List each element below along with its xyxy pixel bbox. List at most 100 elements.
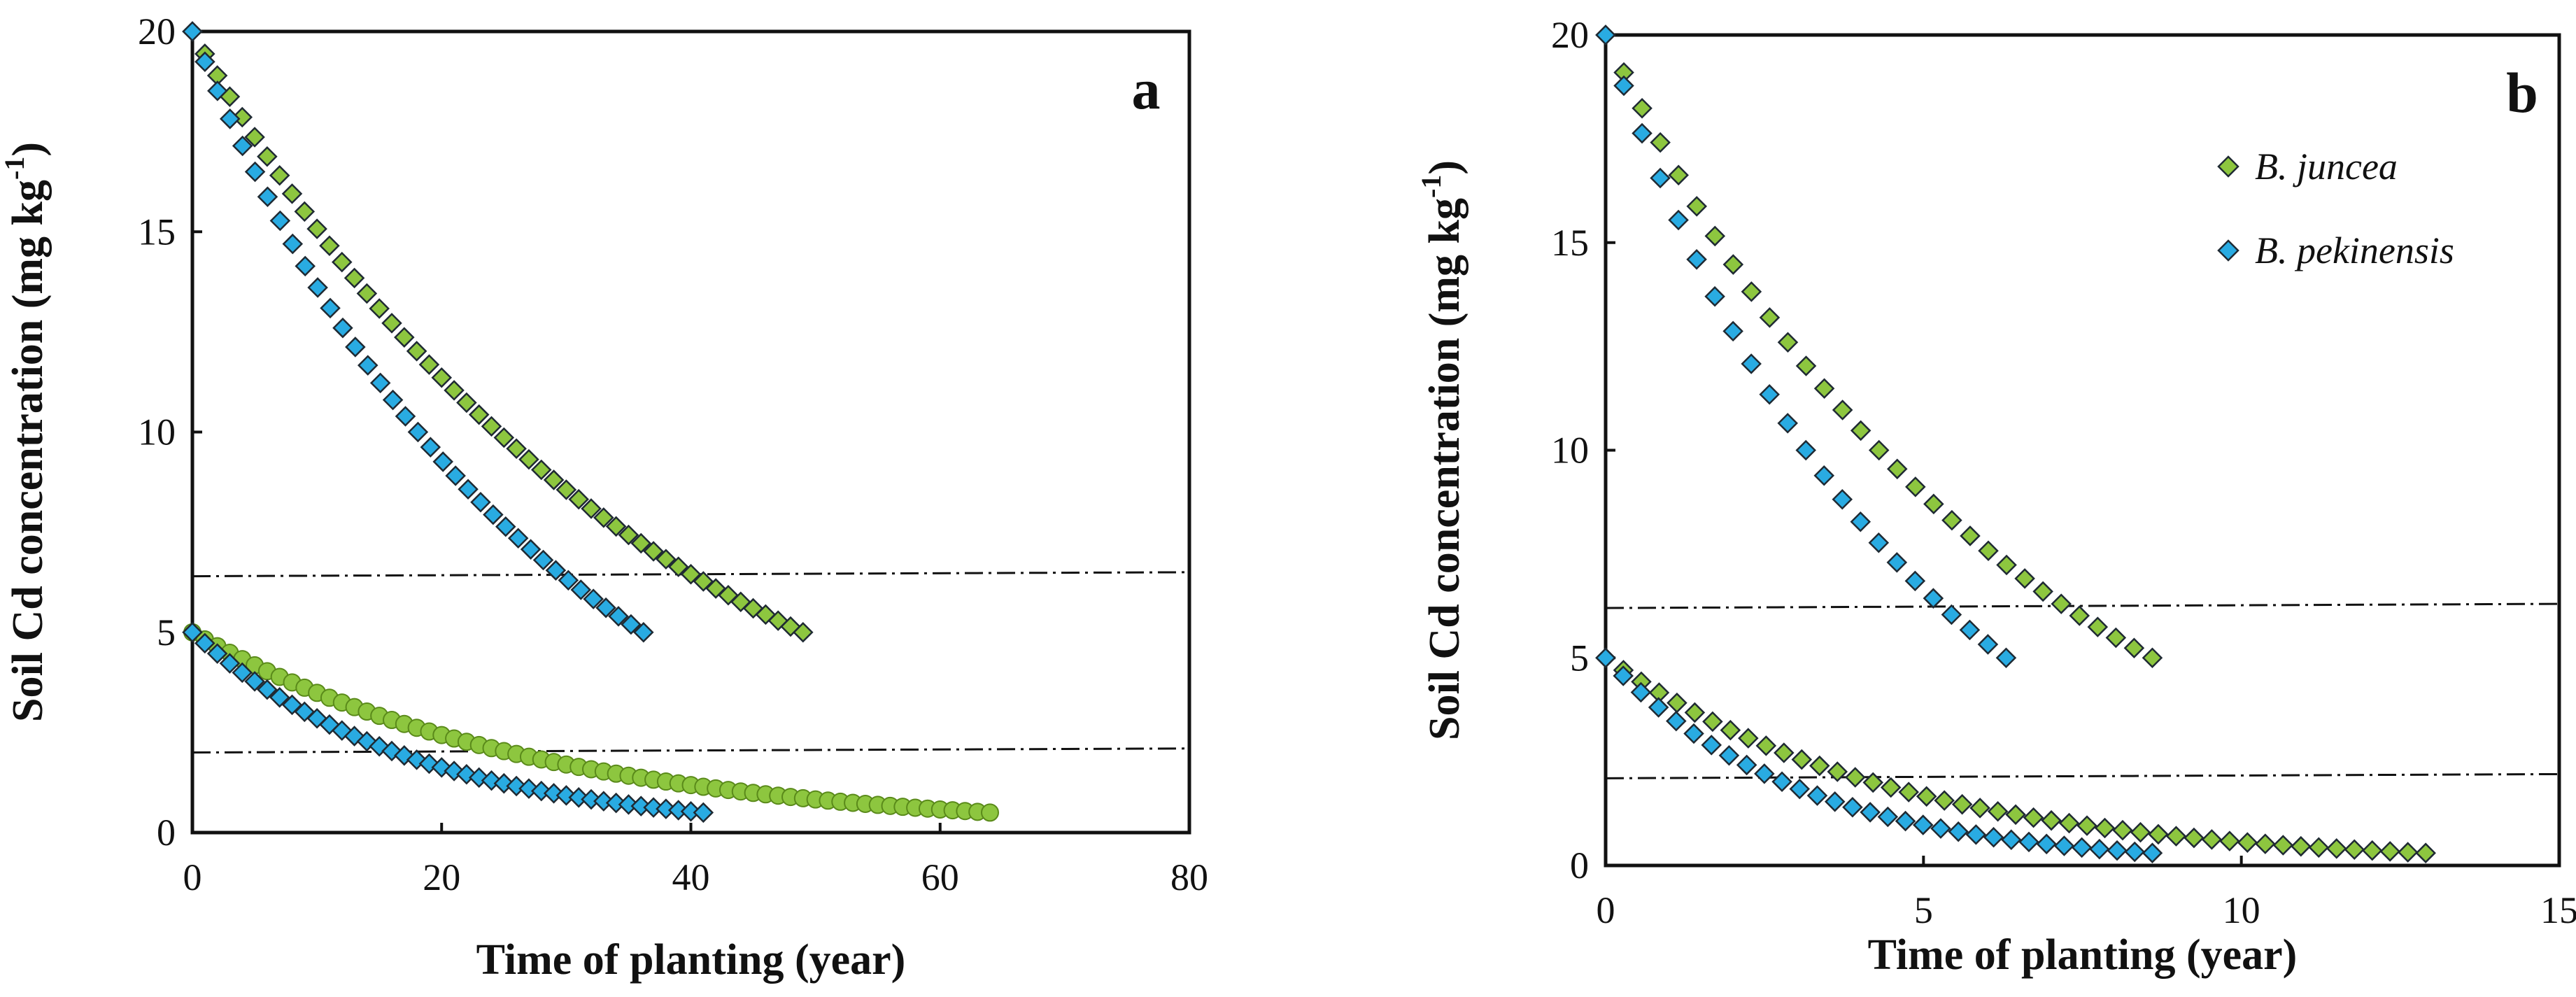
data-point (2219, 830, 2240, 851)
data-point (1722, 320, 1743, 342)
data-point (407, 421, 429, 443)
data-point (1791, 749, 1813, 770)
series-3 (183, 623, 999, 822)
data-point (667, 556, 689, 577)
data-point (656, 798, 677, 819)
data-point (1741, 281, 1762, 302)
data-point (269, 210, 291, 232)
data-point (1813, 465, 1835, 486)
data-point (1832, 489, 1853, 510)
data-point (232, 662, 253, 684)
data-point (1977, 634, 1999, 655)
reference-line-1 (1605, 602, 2560, 609)
data-point (2112, 819, 2133, 841)
data-point (605, 516, 627, 537)
data-point (532, 549, 554, 571)
data-point (656, 549, 677, 570)
chart-panel-a: 0 5 10 15 20 0 20 40 60 80 Time of planting (year)… (0, 10, 1208, 984)
x-tick-label: 0 (183, 856, 202, 898)
data-point (369, 372, 391, 394)
data-point (1795, 355, 1817, 376)
data-point (1595, 24, 1616, 45)
data-point (1934, 790, 1955, 811)
data-point (555, 479, 577, 500)
data-point (468, 404, 490, 425)
data-point (643, 797, 664, 818)
data-point (1960, 525, 1981, 546)
x-tick-label: 15 (2540, 889, 2576, 931)
data-point (1684, 702, 1706, 723)
y-tick-label: 20 (1551, 14, 1589, 56)
x-tick-label: 60 (921, 856, 959, 898)
data-point (1701, 735, 1722, 756)
data-point (418, 354, 440, 375)
y-tick-label: 5 (157, 611, 176, 653)
data-point (2397, 842, 2419, 863)
data-point (1904, 570, 1926, 592)
y-tick-label: 0 (157, 812, 176, 854)
data-point (2018, 831, 2039, 853)
x-tick-label: 5 (1914, 889, 1933, 931)
data-point (633, 621, 654, 643)
data-point (793, 621, 814, 643)
data-point (2036, 833, 2057, 855)
data-point (420, 437, 441, 458)
y-tick-label: 0 (1570, 844, 1589, 886)
series-2 (1595, 24, 2017, 669)
data-point (2326, 838, 2347, 859)
data-point (344, 267, 365, 289)
data-point (1720, 719, 1741, 741)
data-point (493, 427, 515, 448)
data-point (2344, 839, 2365, 861)
data-point (207, 80, 228, 101)
data-point (1842, 796, 1863, 818)
y-tick-label: 15 (1551, 222, 1589, 264)
data-point (1930, 818, 1951, 839)
data-point (1777, 332, 1799, 353)
data-point (307, 277, 328, 298)
data-point (306, 218, 327, 239)
data-point (406, 341, 427, 362)
data-point (621, 614, 642, 635)
data-point (1736, 754, 1757, 776)
data-point (1668, 209, 1689, 231)
x-tick-label: 20 (423, 856, 460, 898)
x-axis-title: Time of planting (year) (1868, 931, 2298, 979)
data-point (319, 235, 340, 256)
data-point (1771, 771, 1792, 793)
data-point (1650, 167, 1671, 189)
data-point (1844, 767, 1866, 788)
data-point (2001, 829, 2022, 850)
data-point (1759, 307, 1781, 328)
data-point (1738, 728, 1759, 749)
data-point (2130, 821, 2151, 843)
data-point (1813, 378, 1835, 399)
data-point (530, 459, 552, 481)
series-2 (182, 21, 654, 643)
data-point (182, 621, 203, 643)
plot-frame (190, 29, 1191, 835)
data-point (445, 465, 466, 486)
data-point (1704, 285, 1725, 307)
data-point (1912, 814, 1934, 835)
data-point (1996, 554, 2017, 576)
y-axis-title-superscript: -1 (1415, 175, 1447, 198)
data-point (568, 488, 589, 510)
series-1 (1595, 24, 2163, 669)
data-point (1774, 742, 1795, 763)
y-axis-title-close: ) (4, 142, 52, 157)
data-point (693, 571, 714, 592)
data-point (1741, 353, 1762, 374)
data-point (693, 802, 714, 823)
data-point (2165, 826, 2187, 847)
data-point (593, 791, 614, 812)
data-point (2142, 647, 2163, 669)
data-point (2094, 817, 2116, 839)
data-point (1668, 164, 1689, 186)
data-point (244, 671, 265, 692)
data-point (555, 785, 577, 806)
data-point (257, 146, 278, 167)
data-point (1860, 802, 1881, 823)
data-point (581, 789, 602, 810)
